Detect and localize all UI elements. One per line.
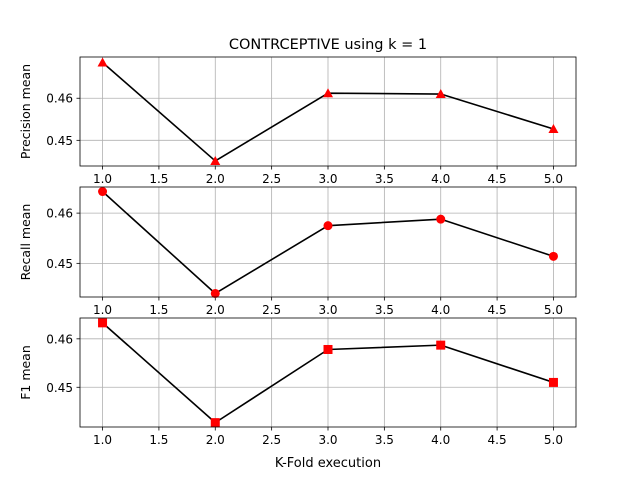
f1-x-tick-label: 5.0 bbox=[544, 433, 563, 447]
recall-x-tick-label: 1.5 bbox=[149, 303, 168, 317]
recall-data-point bbox=[210, 288, 220, 298]
f1-x-tick-label: 4.5 bbox=[488, 433, 507, 447]
recall-axes-frame bbox=[79, 186, 577, 298]
f1-x-tick-label: 2.5 bbox=[262, 433, 281, 447]
x-axis-label: K-Fold execution bbox=[275, 456, 381, 471]
recall-y-tick-label: 0.45 bbox=[46, 257, 73, 271]
recall-subplot: 1.0 1.5 2.0 2.5 3.0 3.5 4.0 4.5 5.0 0.45 0.46 Recal… bbox=[18, 186, 577, 317]
f1-data-point bbox=[436, 340, 446, 350]
recall-x-tick-label: 2.5 bbox=[262, 303, 281, 317]
precision-x-tick-label: 4.5 bbox=[488, 172, 507, 186]
f1-data-point bbox=[98, 318, 108, 328]
precision-x-tick-label: 2.5 bbox=[262, 172, 281, 186]
f1-x-tick-label: 4.0 bbox=[431, 433, 450, 447]
recall-x-tick-label: 3.5 bbox=[375, 303, 394, 317]
f1-data-point bbox=[210, 418, 220, 428]
f1-subplot: 1.0 1.5 2.0 2.5 3.0 3.5 4.0 4.5 5.0 0.45 0.46 F1 me… bbox=[18, 317, 577, 447]
f1-x-tick-label: 1.0 bbox=[93, 433, 112, 447]
f1-data-point bbox=[548, 377, 558, 387]
recall-x-tick-label: 5.0 bbox=[544, 303, 563, 317]
subplot-panels: 1.0 1.5 2.0 2.5 3.0 3.5 4.0 4.5 5.0 0.45 0.46 Preci… bbox=[18, 56, 577, 447]
f1-x-tick-label: 3.5 bbox=[375, 433, 394, 447]
precision-x-tick-label: 1.0 bbox=[93, 172, 112, 186]
recall-x-tick-label: 4.0 bbox=[431, 303, 450, 317]
precision-data-point bbox=[323, 88, 333, 98]
recall-data-point bbox=[436, 214, 446, 224]
precision-x-tick-label: 2.0 bbox=[206, 172, 225, 186]
recall-y-axis-label: Recall mean bbox=[18, 204, 33, 281]
recall-x-tick-label: 2.0 bbox=[206, 303, 225, 317]
recall-data-point bbox=[548, 251, 558, 261]
f1-y-tick-label: 0.46 bbox=[46, 332, 73, 346]
precision-x-tick-label: 4.0 bbox=[431, 172, 450, 186]
recall-data-point bbox=[323, 221, 333, 231]
precision-y-tick-label: 0.45 bbox=[46, 134, 73, 148]
precision-data-point bbox=[97, 57, 108, 67]
precision-y-axis-label: Precision mean bbox=[18, 64, 33, 159]
precision-x-tick-label: 5.0 bbox=[544, 172, 563, 186]
precision-x-tick-label: 3.0 bbox=[318, 172, 337, 186]
precision-x-tick-label: 3.5 bbox=[375, 172, 394, 186]
precision-x-tick-label: 1.5 bbox=[149, 172, 168, 186]
f1-data-point bbox=[323, 344, 333, 354]
precision-data-point bbox=[435, 89, 446, 99]
f1-y-axis-label: F1 mean bbox=[18, 345, 33, 400]
precision-data-point bbox=[548, 123, 559, 133]
precision-y-tick-label: 0.46 bbox=[46, 92, 73, 106]
precision-axes-frame bbox=[79, 56, 577, 167]
recall-x-tick-label: 4.5 bbox=[488, 303, 507, 317]
f1-x-tick-label: 3.0 bbox=[318, 433, 337, 447]
f1-x-tick-label: 2.0 bbox=[206, 433, 225, 447]
recall-x-tick-label: 1.0 bbox=[93, 303, 112, 317]
f1-x-tick-label: 1.5 bbox=[149, 433, 168, 447]
precision-data-point bbox=[210, 155, 221, 165]
chart-title: CONTRCEPTIVE using k = 1 bbox=[229, 37, 427, 53]
f1-y-tick-label: 0.45 bbox=[46, 381, 73, 395]
f1-axes-frame bbox=[79, 317, 577, 428]
recall-data-point bbox=[98, 187, 108, 197]
recall-y-tick-label: 0.46 bbox=[46, 207, 73, 221]
recall-x-tick-label: 3.0 bbox=[318, 303, 337, 317]
precision-subplot: 1.0 1.5 2.0 2.5 3.0 3.5 4.0 4.5 5.0 0.45 0.46 Preci… bbox=[18, 56, 577, 186]
